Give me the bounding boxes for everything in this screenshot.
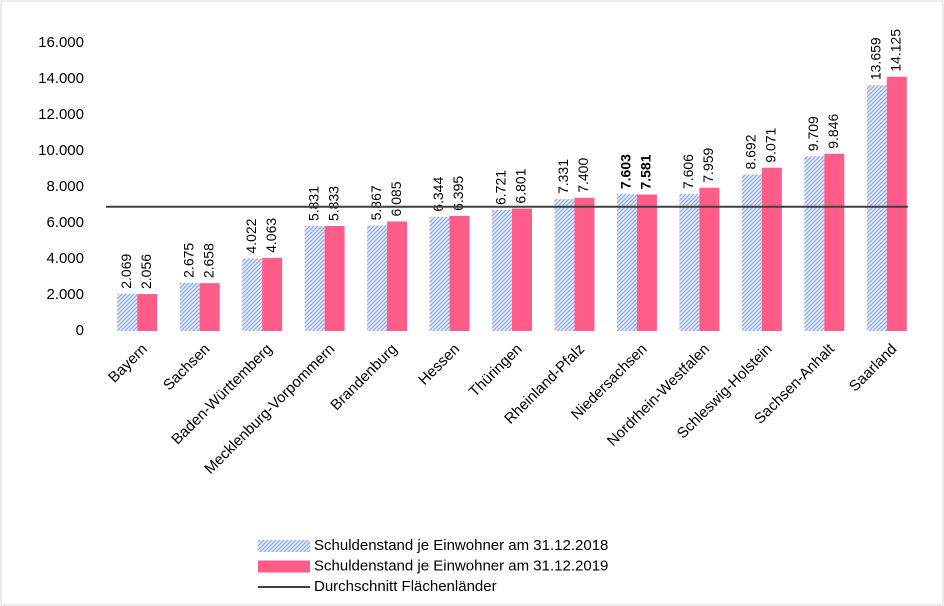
bar <box>574 197 595 331</box>
legend-swatch <box>258 540 310 552</box>
bar <box>824 153 845 331</box>
legend-swatch <box>258 560 310 573</box>
bar <box>179 282 200 331</box>
bar <box>242 258 263 331</box>
value-label: 7.959 <box>700 147 716 182</box>
x-tick-label: Hessen <box>415 341 463 389</box>
value-label: 13.659 <box>867 37 883 80</box>
bar <box>679 194 700 331</box>
value-label: 6.344 <box>430 177 446 212</box>
x-tick-label: Brandenburg <box>327 341 400 414</box>
y-tick-label: 4.000 <box>46 250 84 267</box>
bar <box>262 257 283 331</box>
y-tick-label: 14.000 <box>38 70 84 87</box>
bar <box>886 76 907 331</box>
value-label: 4.022 <box>243 218 259 253</box>
bar <box>429 216 450 331</box>
bar <box>492 210 512 331</box>
value-label: 2.056 <box>138 254 154 289</box>
y-tick-label: 12.000 <box>38 106 84 123</box>
bar <box>636 194 657 331</box>
value-label: 6.801 <box>513 168 529 203</box>
value-label: 9.709 <box>805 116 821 151</box>
y-tick-label: 8.000 <box>46 178 84 195</box>
value-label: 2.675 <box>180 243 196 278</box>
x-tick-label: Bayern <box>105 341 151 387</box>
value-label: 7.400 <box>575 158 591 193</box>
y-tick-label: 10.000 <box>38 142 84 159</box>
value-label: 6.085 <box>388 181 404 216</box>
bar <box>449 215 470 331</box>
x-tick-label: Mecklenburg-Vorpommern <box>201 341 338 478</box>
bar <box>699 187 720 331</box>
legend-label: Schuldenstand je Einwohner am 31.12.2018 <box>314 537 608 554</box>
value-label: 8.692 <box>743 134 759 169</box>
value-label: 9.846 <box>825 114 841 149</box>
value-label: 4.063 <box>263 218 279 253</box>
value-label: 2.069 <box>118 254 134 289</box>
value-label: 7.603 <box>618 154 634 189</box>
value-label: 9.071 <box>763 127 779 162</box>
bar <box>761 167 782 331</box>
x-tick-label: Nordrhein-Westfalen <box>604 341 713 450</box>
value-label: 5.833 <box>325 186 341 221</box>
legend-label: Durchschnitt Flächenländer <box>314 578 497 595</box>
bar <box>324 226 345 331</box>
bar <box>137 293 158 331</box>
y-tick-label: 2.000 <box>46 286 84 303</box>
bar <box>367 225 388 331</box>
value-label: 7.606 <box>680 154 696 189</box>
x-tick-label: Saarland <box>846 341 900 395</box>
y-tick-label: 6.000 <box>46 214 84 231</box>
bar <box>304 226 325 331</box>
x-tick-label: Sachsen <box>160 341 213 394</box>
bar <box>554 199 575 331</box>
value-label: 5.867 <box>368 185 384 220</box>
value-label: 6.395 <box>450 176 466 211</box>
value-label: 14.125 <box>887 29 903 72</box>
value-label: 7.331 <box>555 159 571 194</box>
value-label: 5.831 <box>305 186 321 221</box>
value-label: 6.721 <box>493 170 509 205</box>
value-label: 2.658 <box>200 243 216 278</box>
x-tick-label: Thüringen <box>466 341 526 401</box>
bar <box>387 221 408 331</box>
bar <box>199 283 220 331</box>
bar <box>616 194 637 331</box>
bar <box>804 156 825 331</box>
legend-label: Schuldenstand je Einwohner am 31.12.2019 <box>314 557 608 574</box>
bar <box>741 174 762 331</box>
value-label: 7.581 <box>638 154 654 189</box>
bar <box>512 208 532 331</box>
bar <box>866 85 887 331</box>
y-tick-label: 16.000 <box>38 34 84 51</box>
bar <box>117 293 138 331</box>
y-tick-label: 0 <box>76 322 84 339</box>
